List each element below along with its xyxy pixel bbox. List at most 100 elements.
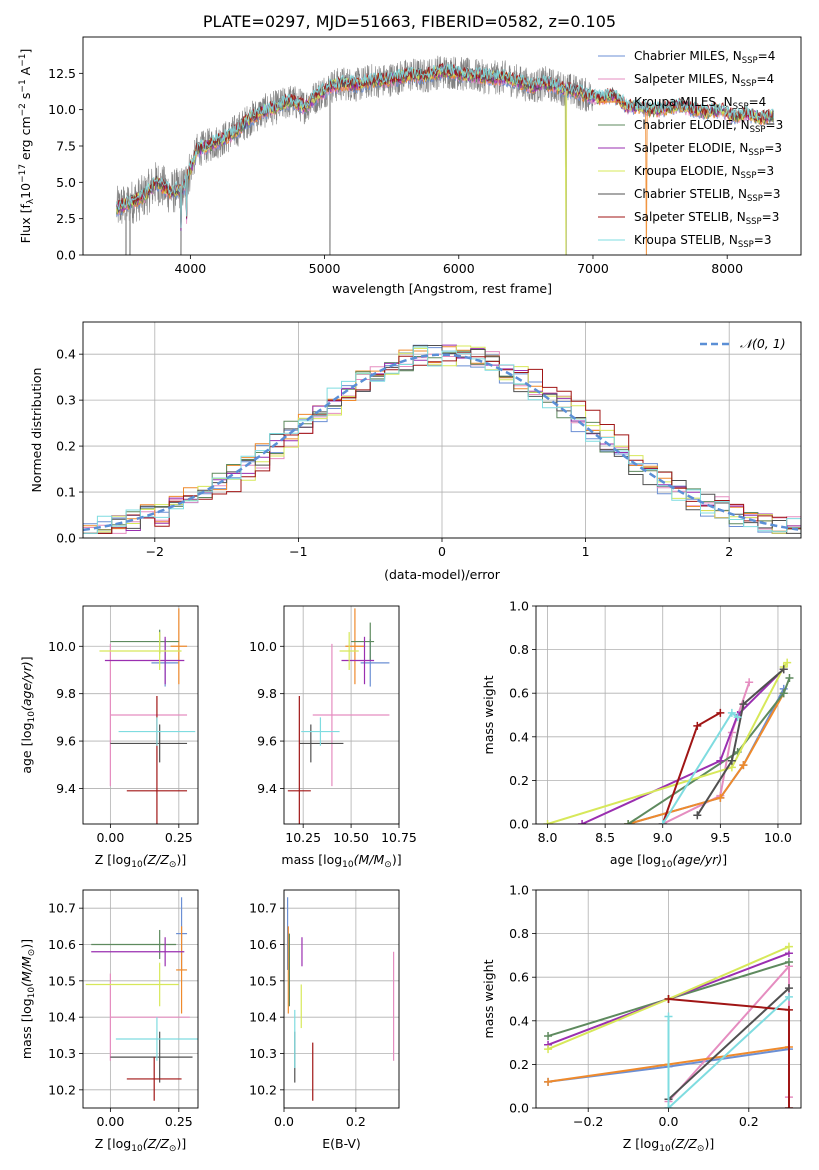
y-tick-label: 1.0 — [509, 883, 529, 898]
data-point-kroupa_elodie — [784, 942, 793, 951]
y-tick-label: 0.0 — [509, 1101, 529, 1116]
x-tick-label: 8000 — [711, 261, 743, 276]
y-axis-label: mass [log10(M/M⊙)] — [19, 939, 37, 1059]
mass-weight-line-kroupa_stelib — [667, 996, 790, 1108]
y-tick-label: 10.7 — [249, 901, 277, 916]
x-tick-label: 0.00 — [96, 830, 124, 845]
legend-label: 𝒩(0, 1) — [740, 336, 786, 351]
x-tick-label: 0.25 — [165, 1114, 193, 1129]
data-point-salpeter_stelib — [784, 1005, 793, 1014]
mass-weight-line-chabrier_stelib — [696, 668, 785, 816]
x-tick-label: −1 — [289, 544, 307, 559]
y-tick-label: 0.8 — [509, 926, 529, 941]
data-point-kroupa_miles — [544, 1077, 553, 1086]
y-tick-label: 10.6 — [249, 937, 277, 952]
y-tick-label: 0.4 — [509, 729, 529, 744]
y-tick-label: 0.4 — [509, 1013, 529, 1028]
y-tick-label: 1.0 — [509, 599, 529, 614]
data-point-chabrier_stelib — [739, 700, 748, 709]
x-tick-label: 4000 — [174, 261, 206, 276]
normal-curve — [83, 353, 799, 532]
axes-frame — [535, 605, 802, 825]
data-point-kroupa_miles — [716, 793, 725, 802]
x-tick-label: 7000 — [577, 261, 609, 276]
y-tick-label: 10.6 — [48, 937, 76, 952]
x-axis-label: Z [log10(Z/Z⊙)] — [623, 1136, 714, 1154]
x-axis-label: age [log10(age/yr)] — [610, 852, 727, 870]
y-tick-label: 0.0 — [56, 531, 76, 546]
residuals-axes: −2 −1 0 1 2 0.0 0.1 0.2 0.3 0.4 (data-model)/error… — [29, 321, 802, 582]
x-tick-label: 1 — [582, 544, 590, 559]
y-tick-label: 5.0 — [56, 175, 76, 190]
y-axis-label: age [log10(age/yr)] — [19, 656, 37, 773]
mass-weight-line-salpeter_miles — [667, 963, 790, 1103]
data-point-chabrier_elodie — [544, 1032, 553, 1041]
x-tick-label: 0.2 — [739, 1114, 759, 1129]
data-point-chabrier_elodie — [624, 820, 633, 824]
data-point-kroupa_stelib — [733, 713, 742, 722]
y-tick-label: 0.8 — [509, 642, 529, 657]
mass-weight-line-chabrier_stelib — [667, 987, 790, 1101]
data-point-chabrier_stelib — [779, 665, 788, 674]
y-tick-label: 0.0 — [56, 248, 76, 263]
data-point-chabrier_stelib — [727, 756, 736, 765]
y-tick-label: 10.5 — [249, 973, 277, 988]
x-tick-label: 10.25 — [285, 830, 321, 845]
axes-frame — [82, 889, 199, 1109]
mass-weight-line-chabrier_elodie — [627, 677, 791, 824]
data-point-kroupa_stelib — [658, 820, 667, 824]
y-tick-label: 0.2 — [509, 1057, 529, 1072]
data-point-kroupa_stelib — [664, 1012, 673, 1021]
mass-weight-line-kroupa_miles — [627, 692, 785, 824]
spectrum-axes: 4000 5000 6000 7000 8000 0.0 2.5 5.0 7.5 10.0 12.5… — [18, 36, 802, 296]
y-tick-label: 0.6 — [509, 686, 529, 701]
x-tick-label: 0.00 — [96, 1114, 124, 1129]
x-tick-label: 9.0 — [653, 830, 673, 845]
axes-frame — [82, 321, 802, 539]
y-tick-label: 0.2 — [509, 773, 529, 788]
age_vs_z-plot-area — [99, 608, 196, 824]
y-tick-label: 0.0 — [509, 817, 529, 832]
x-tick-label: 0.25 — [165, 830, 193, 845]
y-tick-label: 10.4 — [48, 1010, 76, 1025]
data-point-salpeter_stelib — [693, 721, 702, 730]
y-axis-label: mass weight — [481, 959, 496, 1038]
y-tick-label: 0.4 — [56, 347, 76, 362]
massweight_vs_z-axes: −0.2 0.0 0.2 0.0 0.2 0.4 0.6 0.8 1.0 mass weight Z… — [481, 883, 802, 1154]
axes-frame — [283, 889, 400, 1109]
model-spectrum-kroupa_stelib — [116, 63, 775, 229]
y-tick-label: 0.2 — [56, 439, 76, 454]
mass_vs_z-plot-area — [85, 897, 198, 1101]
y-tick-label: 10.3 — [249, 1046, 277, 1061]
x-axis-label: wavelength [Angstrom, rest frame] — [332, 281, 552, 296]
axes-frame — [82, 605, 199, 825]
legend-label: Salpeter ELODIE, NSSP=3 — [634, 141, 782, 158]
legend-label: Chabrier MILES, NSSP=4 — [634, 49, 775, 66]
x-axis-label: (data-model)/error — [384, 567, 501, 582]
y-tick-label: 9.6 — [257, 734, 277, 749]
axes-frame — [283, 605, 400, 825]
y-tick-label: 10.2 — [48, 1082, 76, 1097]
x-tick-label: 0.0 — [274, 1114, 294, 1129]
y-tick-label: 9.8 — [56, 686, 76, 701]
data-point-kroupa_elodie — [543, 820, 552, 824]
legend-label: Chabrier ELODIE, NSSP=3 — [634, 118, 783, 135]
y-axis-label: Normed distribution — [29, 368, 44, 493]
mass_vs_z-axes: 0.00 0.25 10.2 10.3 10.4 10.5 10.6 10.7 Z [log10… — [19, 889, 199, 1154]
x-tick-label: 8.0 — [538, 830, 558, 845]
data-point-salpeter_stelib — [664, 995, 673, 1003]
x-axis-label: Z [log10(Z/Z⊙)] — [95, 1136, 186, 1154]
spectrum-plot-area — [116, 55, 775, 255]
data-point-chabrier_elodie — [784, 957, 793, 966]
y-axis-label: Flux [fλ10−17 erg cm−2 s−1 A−1] — [18, 49, 36, 244]
y-tick-label: 2.5 — [56, 211, 76, 226]
x-tick-label: 6000 — [443, 261, 475, 276]
axes-frame — [82, 36, 802, 256]
mass_vs_ebv-axes: 0.0 0.2 10.2 10.3 10.4 10.5 10.6 10.7 E(B-V) — [249, 889, 400, 1151]
data-point-salpeter_elodie — [578, 820, 587, 824]
y-axis-label: mass weight — [481, 675, 496, 754]
x-tick-label: 2 — [725, 544, 733, 559]
data-point-salpeter_stelib — [784, 1104, 793, 1108]
data-point-kroupa_stelib — [784, 992, 793, 1001]
